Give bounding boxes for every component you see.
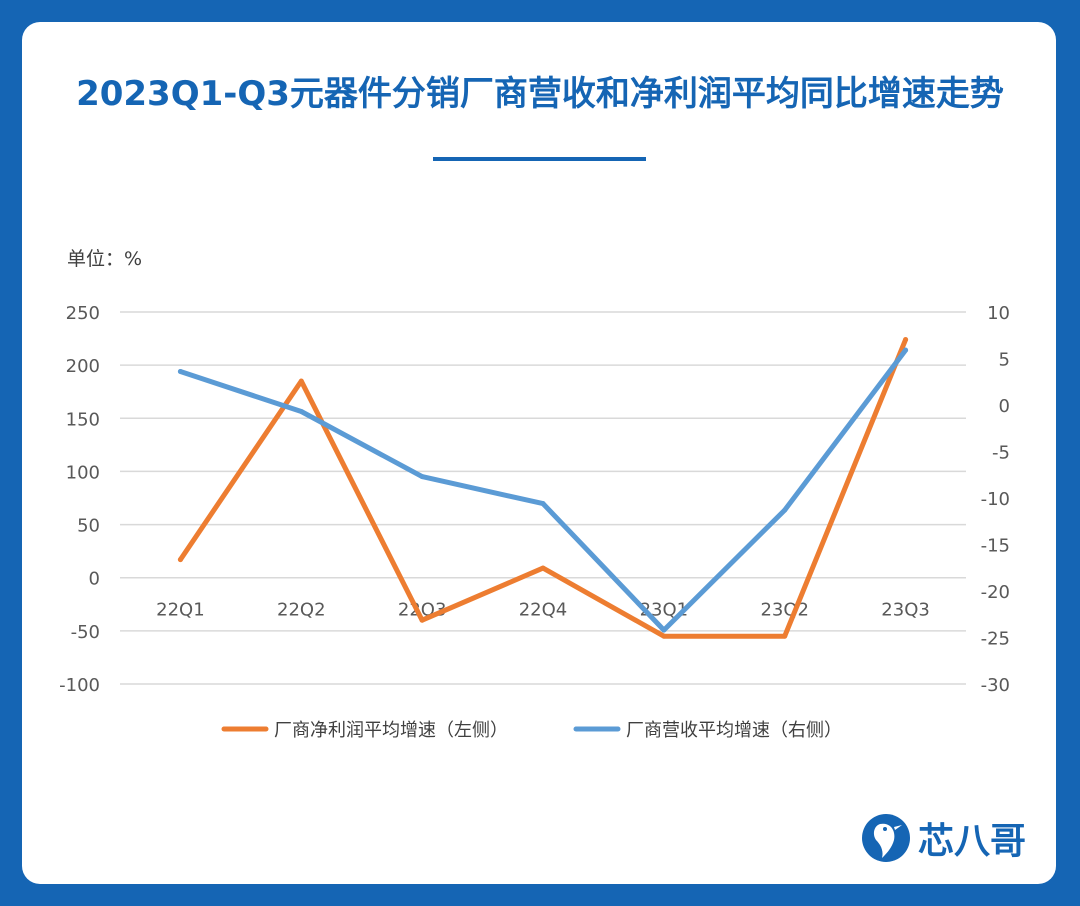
left-tick-label: -50: [71, 622, 100, 643]
right-axis-ticks: 10 5 0 -5 -10 -15 -20 -25 -30: [981, 303, 1010, 696]
brand-logo: 芯八哥: [860, 812, 1026, 864]
data-point: [177, 369, 183, 375]
series-line-revenue: [177, 347, 909, 633]
x-tick-label: 22Q4: [519, 600, 568, 621]
left-tick-label: 50: [77, 516, 100, 537]
right-tick-label: -5: [992, 443, 1010, 464]
data-point: [661, 633, 667, 639]
left-tick-label: 250: [66, 303, 100, 324]
x-tick-label: 22Q1: [156, 600, 205, 621]
series-lines: [177, 337, 909, 639]
data-point: [298, 378, 304, 384]
left-axis-ticks: 250 200 150 100 50 0 -50 -100: [59, 303, 100, 696]
x-tick-label: 22Q2: [277, 600, 326, 621]
chart-card: [22, 22, 1056, 884]
right-tick-label: -20: [981, 582, 1010, 603]
data-point: [903, 337, 909, 343]
legend-label: 厂商净利润平均增速（左侧）: [274, 720, 508, 741]
data-point: [419, 474, 425, 480]
x-axis-ticks: 22Q1 22Q2 22Q3 22Q4 23Q1 23Q2 23Q3: [156, 600, 930, 621]
chart-title: 2023Q1-Q3元器件分销厂商营收和净利润平均同比增速走势: [76, 74, 1004, 114]
right-tick-label: 5: [999, 350, 1010, 371]
right-tick-label: -25: [981, 629, 1010, 650]
data-point: [540, 501, 546, 507]
right-tick-label: -30: [981, 675, 1010, 696]
left-tick-label: 100: [66, 462, 100, 483]
data-point: [177, 557, 183, 563]
gridlines: [120, 311, 966, 685]
left-tick-label: 0: [89, 569, 100, 590]
x-tick-label: 23Q3: [881, 600, 930, 621]
data-point: [782, 633, 788, 639]
legend: 厂商净利润平均增速（左侧） 厂商营收平均增速（右侧）: [221, 720, 842, 741]
data-point: [540, 565, 546, 571]
right-tick-label: -15: [981, 536, 1010, 557]
data-point: [661, 627, 667, 633]
unit-label: 单位：%: [67, 248, 142, 270]
left-tick-label: 200: [66, 356, 100, 377]
data-point: [419, 617, 425, 623]
title-underline: [433, 157, 646, 161]
data-point: [782, 507, 788, 513]
legend-label: 厂商营收平均增速（右侧）: [626, 720, 842, 741]
x-tick-label: 23Q2: [760, 600, 809, 621]
data-point: [298, 409, 304, 415]
left-tick-label: 150: [66, 409, 100, 430]
bird-logo-icon: [862, 814, 910, 862]
data-point: [903, 347, 909, 353]
right-tick-label: -10: [981, 489, 1010, 510]
brand-name: 芯八哥: [918, 821, 1027, 862]
series-line-profit: [177, 337, 909, 639]
right-tick-label: 10: [987, 303, 1010, 324]
right-tick-label: 0: [999, 396, 1010, 417]
left-tick-label: -100: [59, 675, 100, 696]
